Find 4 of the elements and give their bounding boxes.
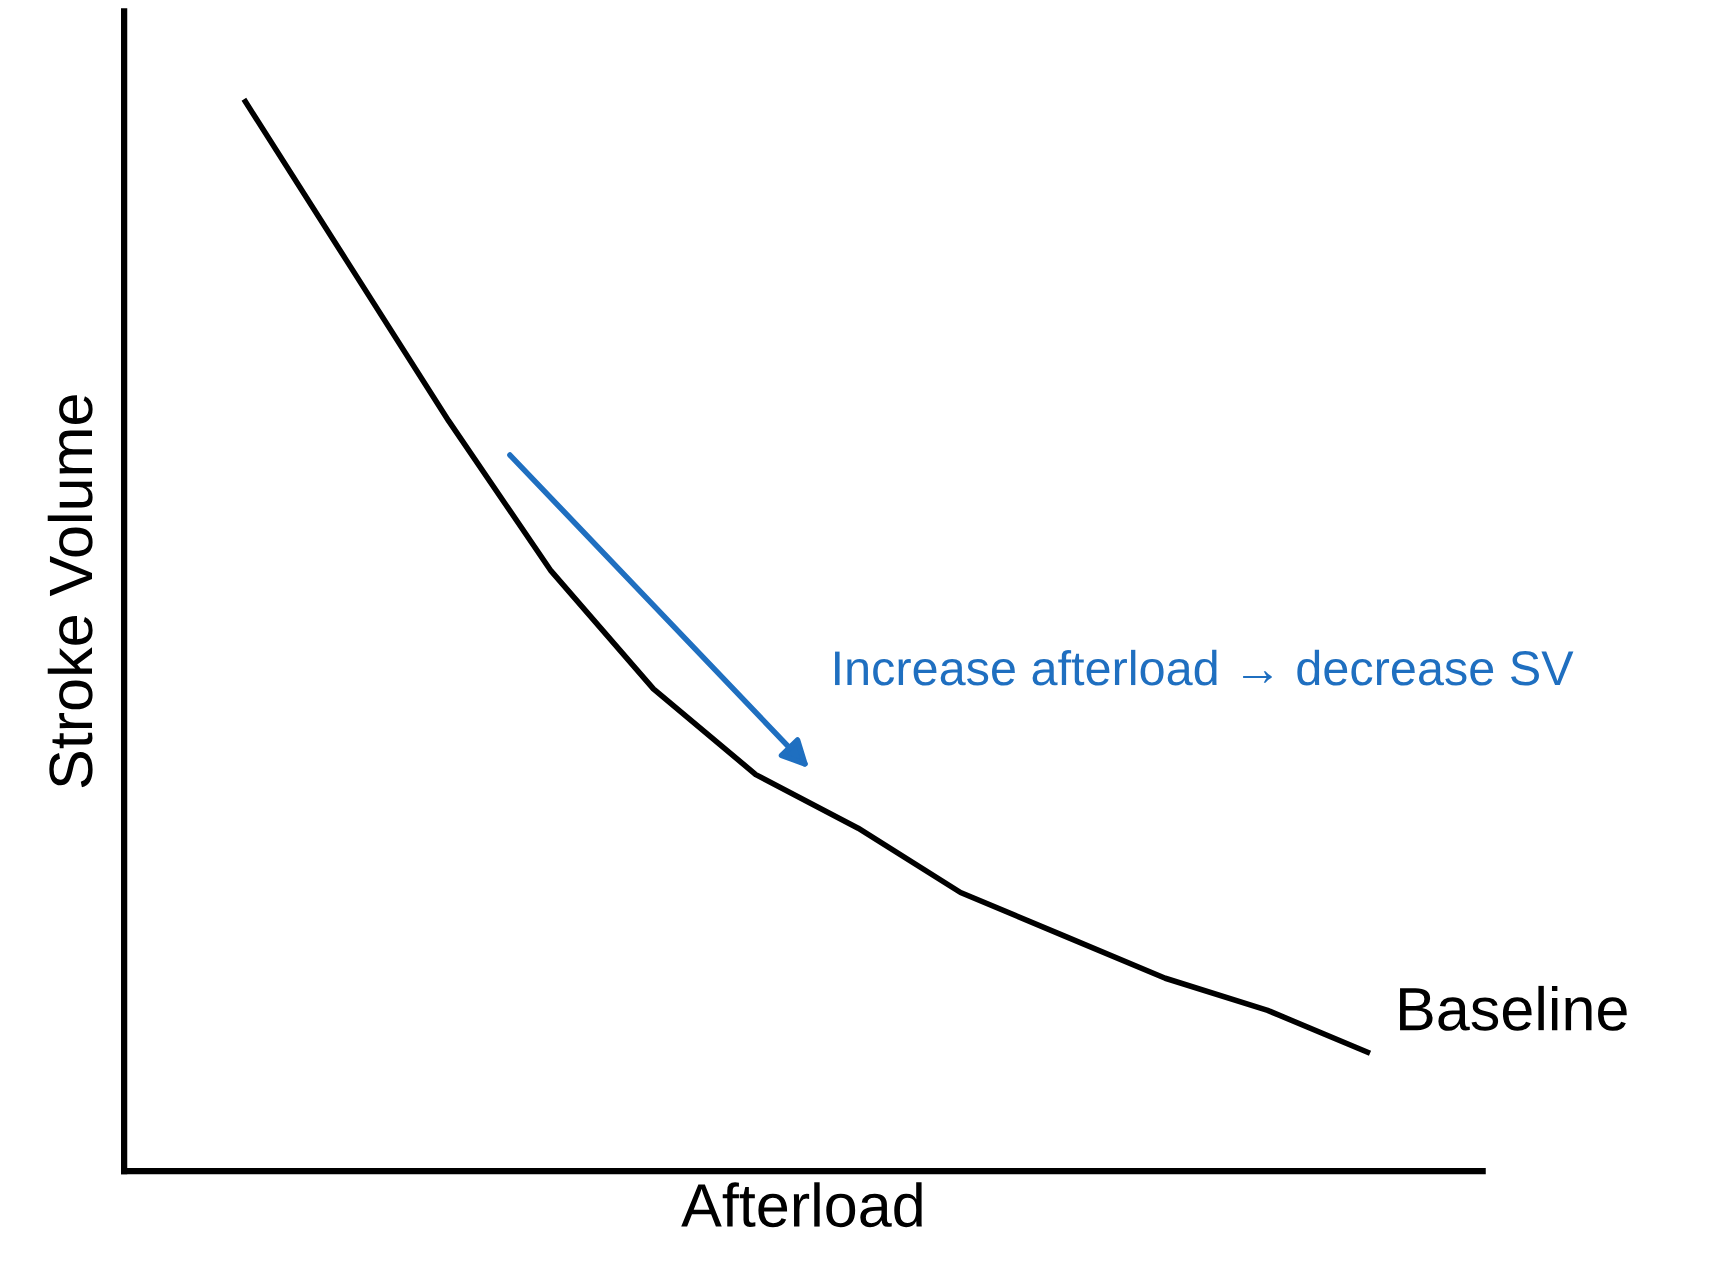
series-label: Baseline (1400, 985, 1627, 1031)
annotation: Increase afterload → decrease SV (835, 649, 1574, 686)
y-axis-title: Stroke Volume (47, 395, 93, 788)
x-axis-title: Afterload (681, 1182, 922, 1228)
